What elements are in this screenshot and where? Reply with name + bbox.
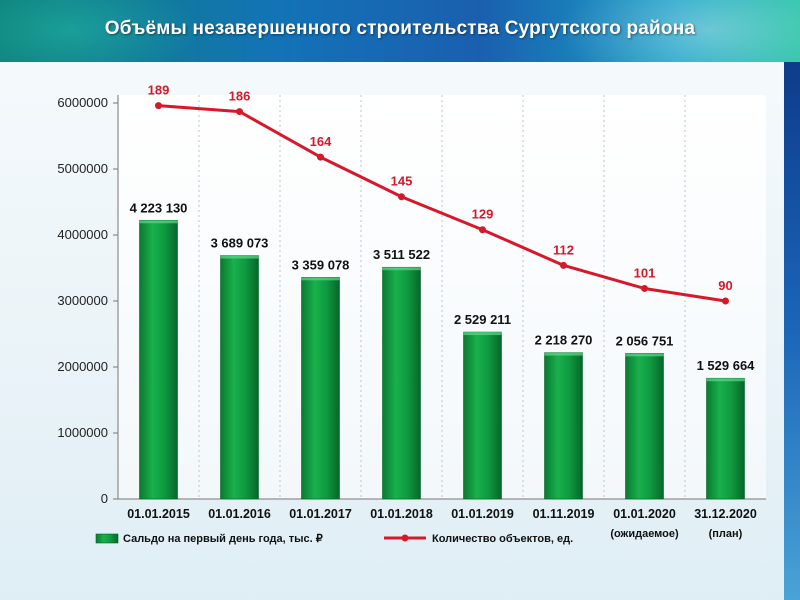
y-tick-label: 5000000 [57,161,108,176]
line-point [317,153,324,161]
line-value-label: 101 [634,265,656,280]
bar [544,352,583,500]
title-banner [0,0,800,62]
legend-swatch-bar [95,533,119,544]
x-tick-label: 01.01.2018 [370,507,433,521]
page-title: Объёмы незавершенного строительства Сург… [104,18,696,39]
x-tick-label: 01.01.2019 [451,507,514,521]
bar [382,266,421,500]
bar-value-label: 4 223 130 [130,200,188,215]
bar-highlight [139,220,178,224]
line-point [155,102,162,110]
right-edge-band [784,62,800,600]
bar-value-label: 2 529 211 [454,312,511,327]
y-tick-label: 2000000 [57,359,108,374]
bar-highlight [463,332,502,336]
line-point [641,284,648,292]
bar-value-label: 1 529 664 [697,358,756,373]
banner-glow-left [0,0,200,62]
bar-highlight [301,277,340,281]
y-tick-label: 1000000 [57,425,108,440]
line-value-label: 145 [391,174,413,189]
bar-highlight [382,267,421,271]
line-point [236,108,243,116]
line-value-label: 90 [718,278,732,293]
banner-glow-right [560,0,800,62]
bar [625,353,664,500]
line-value-label: 112 [553,242,574,257]
bar-highlight [220,255,259,259]
line-value-label: 186 [229,89,251,104]
bar-value-label: 3 511 522 [373,247,430,262]
x-tick-label: 01.01.2020 [613,507,676,521]
y-tick-label: 6000000 [57,95,108,110]
bar [301,277,340,500]
bar-value-label: 2 056 751 [616,333,674,348]
bar-value-label: 2 218 270 [535,333,593,348]
line-point [722,297,729,305]
line-series-objects [158,104,726,303]
bar-value-label: 3 359 078 [292,257,350,272]
x-tick-label: 01.01.2016 [208,507,271,521]
legend-label-bar: Сальдо на первый день года, тыс. ₽ [123,533,323,545]
legend-swatch-point [401,534,409,542]
line-point [479,226,486,234]
y-tick-label: 3000000 [57,293,108,308]
bar-value-label: 3 689 073 [211,236,269,251]
bar [139,219,178,500]
y-tick-label: 0 [101,491,108,506]
legend-label-line: Количество объектов, ед. [432,533,573,545]
x-tick-label: 31.12.2020 [694,507,757,521]
x-tick-label: 01.01.2015 [127,507,190,521]
line-point [398,193,405,201]
x-tick-note: (ожидаемое) [610,528,679,540]
bar [706,377,745,500]
line-value-label: 129 [472,207,494,222]
bar-highlight [625,353,664,357]
y-tick-label: 4000000 [57,227,108,242]
bar-highlight [706,378,745,382]
bar-highlight [544,352,583,356]
x-tick-label: 01.01.2017 [289,507,352,521]
x-tick-label: 01.11.2019 [533,507,595,521]
bar [220,255,259,500]
bar [463,331,502,500]
line-point [560,261,567,269]
line-value-label: 189 [148,83,170,98]
line-value-label: 164 [310,134,332,149]
x-tick-note: (план) [709,528,743,540]
